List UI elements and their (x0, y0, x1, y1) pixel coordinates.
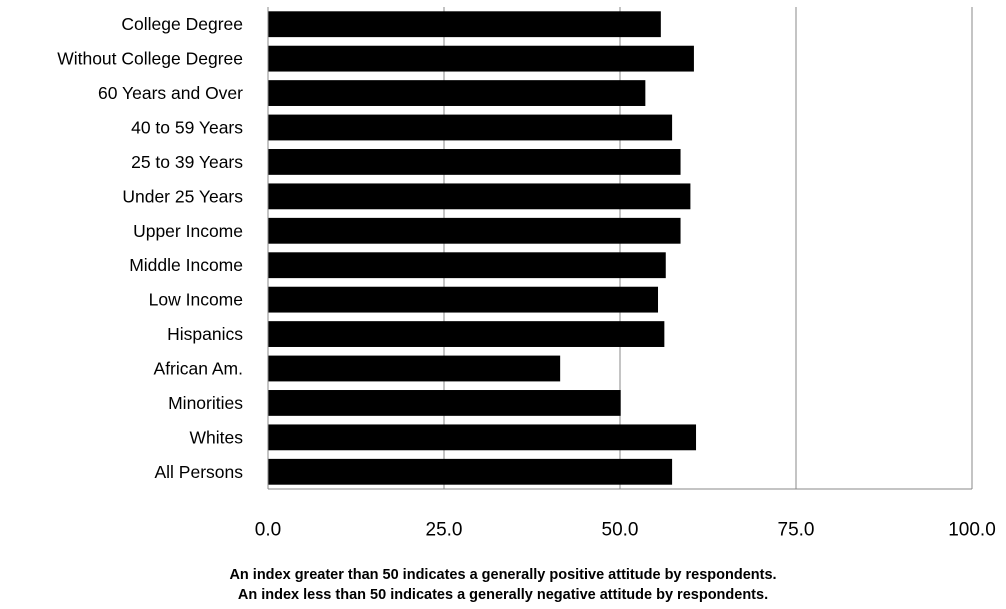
x-tick-label-4: 100.0 (948, 520, 996, 541)
category-label-12: Whites (190, 427, 244, 447)
category-label-9: Hispanics (167, 324, 243, 344)
category-label-4: 25 to 39 Years (131, 152, 243, 172)
category-label-2: 60 Years and Over (98, 83, 243, 103)
bar-0 (268, 11, 661, 38)
bar-8 (268, 286, 659, 313)
category-label-0: College Degree (121, 14, 243, 34)
bar-5 (268, 183, 691, 210)
category-label-7: Middle Income (129, 255, 243, 275)
bar-3 (268, 114, 673, 141)
bar-10 (268, 355, 561, 382)
x-tick-label-2: 50.0 (602, 520, 639, 541)
bar-2 (268, 80, 646, 106)
x-tick-label-3: 75.0 (778, 520, 815, 541)
bar-11 (268, 390, 621, 416)
category-label-1: Without College Degree (57, 49, 243, 69)
x-tick-label-0: 0.0 (255, 520, 281, 541)
category-label-3: 40 to 59 Years (131, 118, 243, 138)
category-label-6: Upper Income (133, 221, 243, 241)
bar-9 (268, 321, 665, 347)
footnote-positive: An index greater than 50 indicates a gen… (229, 567, 777, 583)
bar-13 (268, 458, 673, 485)
bar-6 (268, 217, 681, 244)
category-label-5: Under 25 Years (122, 186, 243, 206)
category-label-13: All Persons (154, 462, 243, 482)
category-label-11: Minorities (168, 393, 243, 413)
bar-7 (268, 252, 666, 279)
bar-4 (268, 149, 681, 175)
category-label-10: African Am. (154, 359, 243, 379)
bar-1 (268, 45, 694, 72)
category-label-8: Low Income (149, 290, 243, 310)
x-tick-label-1: 25.0 (426, 520, 463, 541)
chart-svg: College Degree Without College Degree 60 Y… (57, 7, 996, 541)
footnote-negative: An index less than 50 indicates a genera… (237, 587, 769, 603)
bar-12 (268, 424, 697, 451)
